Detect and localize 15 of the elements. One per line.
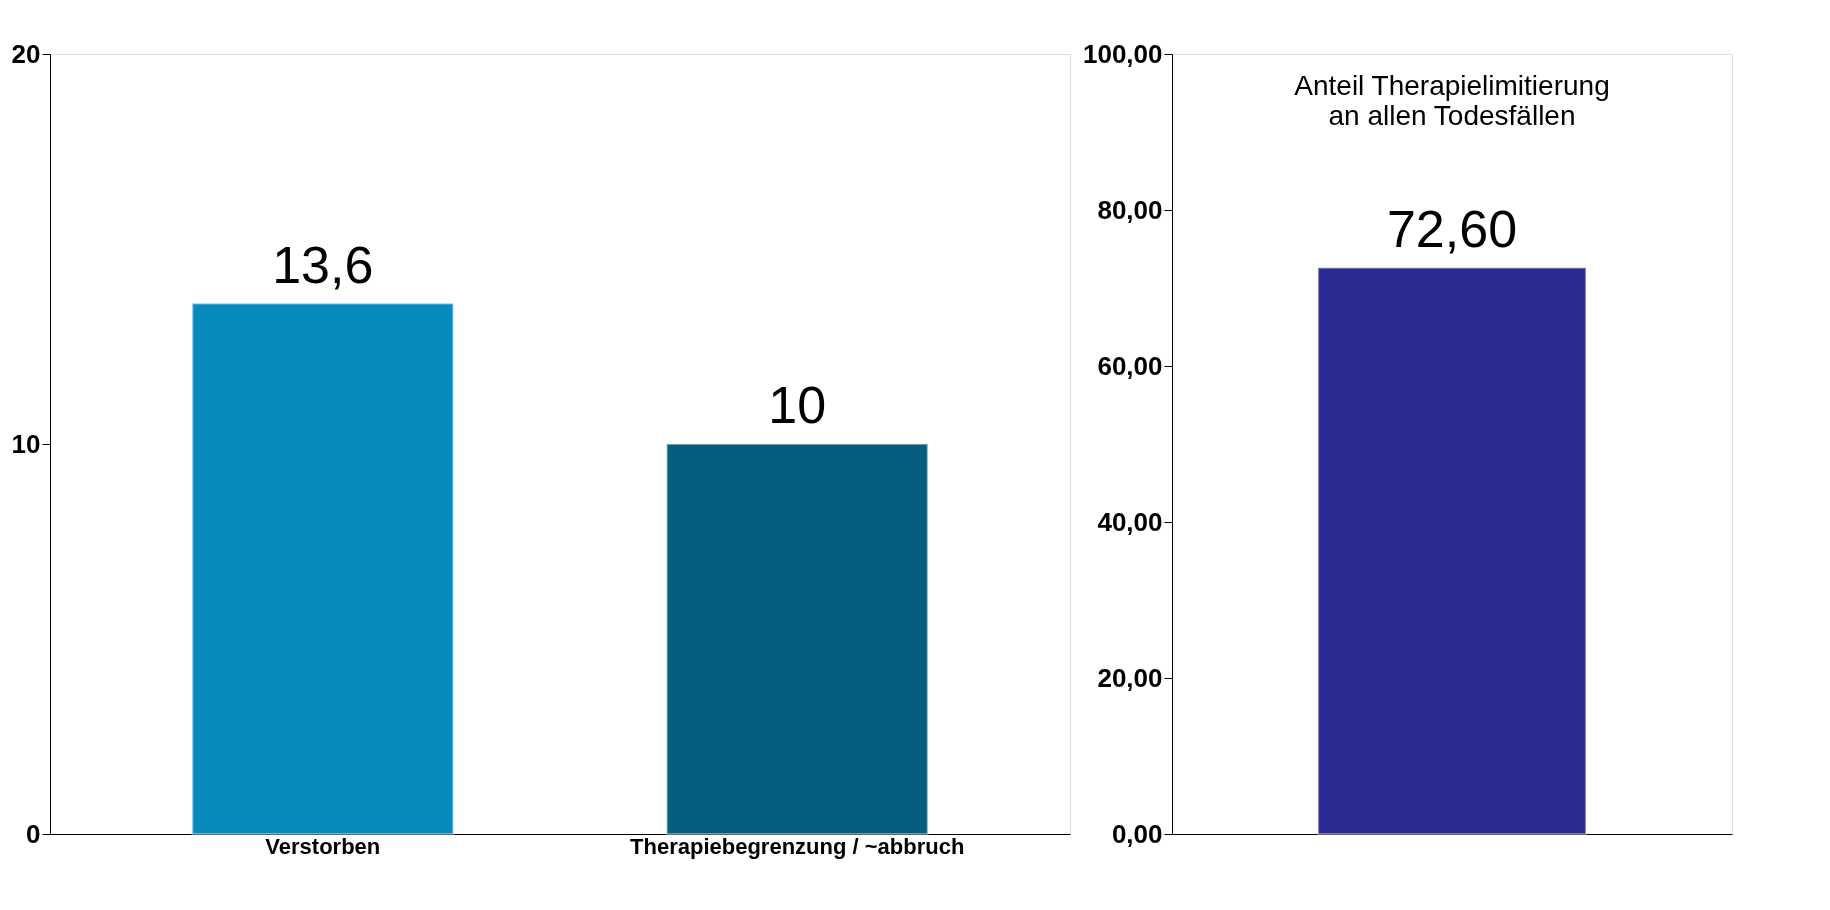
data-label: 72,60 [1386, 199, 1518, 258]
y-tick-label: 60,00 [1097, 350, 1163, 381]
y-tick-label: 100,00 [1082, 38, 1163, 69]
y-tick-label: 20,00 [1097, 662, 1163, 693]
y-tick-label: 80,00 [1097, 194, 1163, 225]
y-tick-label: 20 [11, 38, 41, 69]
text: Anteil Therapielimitierung an allen Todesfällen [1294, 70, 1610, 131]
y-tick-label: 10 [11, 428, 41, 459]
data-label: 13,6 [272, 235, 374, 294]
y-tick-label: 0 [26, 818, 41, 849]
y-tick-label: 40,00 [1097, 506, 1163, 537]
data-label: 10 [768, 376, 827, 434]
y-tick-label: 0,00 [1111, 818, 1163, 849]
x-tick-label: Verstorben [265, 833, 381, 859]
x-tick-label: Therapiebegrenzung / ~abbruch [630, 833, 965, 859]
